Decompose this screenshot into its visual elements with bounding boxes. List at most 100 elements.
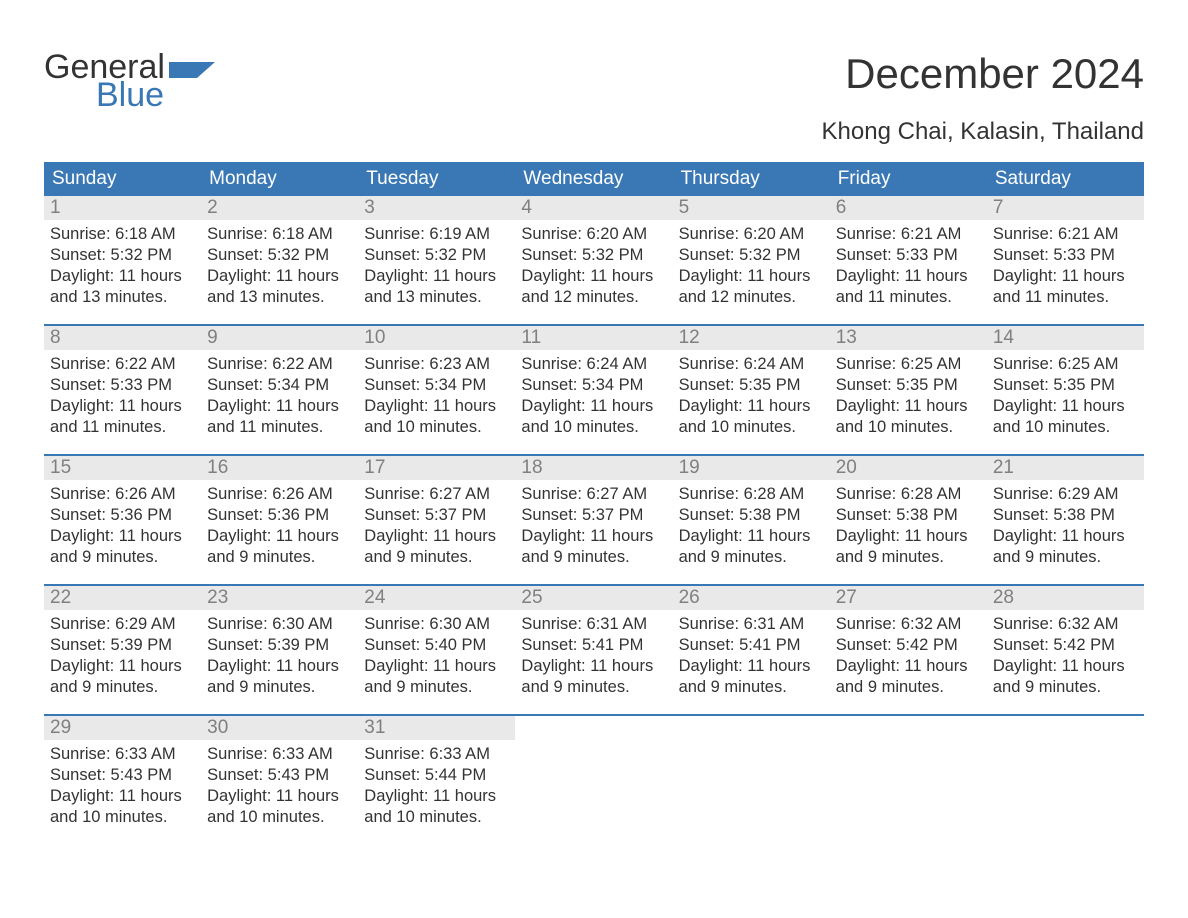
sunrise-line: Sunrise: 6:28 AM xyxy=(679,484,824,505)
day-number: 31 xyxy=(358,716,515,740)
day-number: 25 xyxy=(515,586,672,610)
day-details: Sunrise: 6:25 AMSunset: 5:35 PMDaylight:… xyxy=(987,350,1144,448)
calendar-week: 29Sunrise: 6:33 AMSunset: 5:43 PMDayligh… xyxy=(44,714,1144,844)
day-number xyxy=(515,716,672,718)
dow-saturday: Saturday xyxy=(987,162,1144,196)
sunset-line: Sunset: 5:34 PM xyxy=(364,375,509,396)
sunset-line: Sunset: 5:41 PM xyxy=(521,635,666,656)
sunset-line: Sunset: 5:35 PM xyxy=(993,375,1138,396)
daylight-line-1: Daylight: 11 hours xyxy=(836,396,981,417)
day-details: Sunrise: 6:33 AMSunset: 5:43 PMDaylight:… xyxy=(44,740,201,838)
sunrise-line: Sunrise: 6:22 AM xyxy=(207,354,352,375)
daylight-line-2: and 10 minutes. xyxy=(993,417,1138,438)
sunset-line: Sunset: 5:32 PM xyxy=(679,245,824,266)
sunset-line: Sunset: 5:38 PM xyxy=(993,505,1138,526)
calendar-day: 24Sunrise: 6:30 AMSunset: 5:40 PMDayligh… xyxy=(358,586,515,714)
sunset-line: Sunset: 5:38 PM xyxy=(836,505,981,526)
daylight-line-2: and 9 minutes. xyxy=(836,547,981,568)
sunset-line: Sunset: 5:39 PM xyxy=(50,635,195,656)
day-details: Sunrise: 6:18 AMSunset: 5:32 PMDaylight:… xyxy=(201,220,358,318)
sunset-line: Sunset: 5:42 PM xyxy=(993,635,1138,656)
calendar-day: 25Sunrise: 6:31 AMSunset: 5:41 PMDayligh… xyxy=(515,586,672,714)
sunset-line: Sunset: 5:37 PM xyxy=(521,505,666,526)
calendar-week: 22Sunrise: 6:29 AMSunset: 5:39 PMDayligh… xyxy=(44,584,1144,714)
calendar-day: 14Sunrise: 6:25 AMSunset: 5:35 PMDayligh… xyxy=(987,326,1144,454)
page-subtitle: Khong Chai, Kalasin, Thailand xyxy=(44,118,1144,146)
sunrise-line: Sunrise: 6:21 AM xyxy=(993,224,1138,245)
daylight-line-1: Daylight: 11 hours xyxy=(679,396,824,417)
daylight-line-1: Daylight: 11 hours xyxy=(993,266,1138,287)
calendar-day xyxy=(987,716,1144,844)
day-number: 7 xyxy=(987,196,1144,220)
daylight-line-1: Daylight: 11 hours xyxy=(50,656,195,677)
day-number: 12 xyxy=(673,326,830,350)
day-number: 9 xyxy=(201,326,358,350)
calendar-day: 26Sunrise: 6:31 AMSunset: 5:41 PMDayligh… xyxy=(673,586,830,714)
day-number: 19 xyxy=(673,456,830,480)
daylight-line-2: and 11 minutes. xyxy=(993,287,1138,308)
sunset-line: Sunset: 5:35 PM xyxy=(836,375,981,396)
days-of-week-header: Sunday Monday Tuesday Wednesday Thursday… xyxy=(44,162,1144,196)
calendar-day: 9Sunrise: 6:22 AMSunset: 5:34 PMDaylight… xyxy=(201,326,358,454)
calendar-day: 29Sunrise: 6:33 AMSunset: 5:43 PMDayligh… xyxy=(44,716,201,844)
calendar-week: 1Sunrise: 6:18 AMSunset: 5:32 PMDaylight… xyxy=(44,196,1144,324)
day-number xyxy=(987,716,1144,718)
calendar-day: 4Sunrise: 6:20 AMSunset: 5:32 PMDaylight… xyxy=(515,196,672,324)
sunrise-line: Sunrise: 6:33 AM xyxy=(207,744,352,765)
sunrise-line: Sunrise: 6:31 AM xyxy=(521,614,666,635)
calendar-day: 31Sunrise: 6:33 AMSunset: 5:44 PMDayligh… xyxy=(358,716,515,844)
daylight-line-2: and 9 minutes. xyxy=(836,677,981,698)
daylight-line-1: Daylight: 11 hours xyxy=(364,656,509,677)
day-details: Sunrise: 6:31 AMSunset: 5:41 PMDaylight:… xyxy=(515,610,672,708)
day-number: 14 xyxy=(987,326,1144,350)
daylight-line-2: and 13 minutes. xyxy=(50,287,195,308)
sunrise-line: Sunrise: 6:29 AM xyxy=(993,484,1138,505)
daylight-line-1: Daylight: 11 hours xyxy=(364,266,509,287)
day-details: Sunrise: 6:25 AMSunset: 5:35 PMDaylight:… xyxy=(830,350,987,448)
sunrise-line: Sunrise: 6:33 AM xyxy=(364,744,509,765)
dow-sunday: Sunday xyxy=(44,162,201,196)
calendar-day: 16Sunrise: 6:26 AMSunset: 5:36 PMDayligh… xyxy=(201,456,358,584)
sunrise-line: Sunrise: 6:32 AM xyxy=(836,614,981,635)
sunrise-line: Sunrise: 6:27 AM xyxy=(364,484,509,505)
sunset-line: Sunset: 5:42 PM xyxy=(836,635,981,656)
dow-thursday: Thursday xyxy=(673,162,830,196)
daylight-line-1: Daylight: 11 hours xyxy=(207,266,352,287)
sunrise-line: Sunrise: 6:26 AM xyxy=(207,484,352,505)
day-number: 6 xyxy=(830,196,987,220)
calendar-day: 28Sunrise: 6:32 AMSunset: 5:42 PMDayligh… xyxy=(987,586,1144,714)
daylight-line-2: and 10 minutes. xyxy=(679,417,824,438)
sunset-line: Sunset: 5:32 PM xyxy=(364,245,509,266)
daylight-line-2: and 9 minutes. xyxy=(993,547,1138,568)
daylight-line-1: Daylight: 11 hours xyxy=(364,786,509,807)
daylight-line-1: Daylight: 11 hours xyxy=(679,656,824,677)
daylight-line-1: Daylight: 11 hours xyxy=(521,266,666,287)
daylight-line-1: Daylight: 11 hours xyxy=(521,526,666,547)
daylight-line-2: and 10 minutes. xyxy=(364,807,509,828)
sunrise-line: Sunrise: 6:29 AM xyxy=(50,614,195,635)
daylight-line-1: Daylight: 11 hours xyxy=(679,526,824,547)
calendar-day xyxy=(830,716,987,844)
calendar-day: 27Sunrise: 6:32 AMSunset: 5:42 PMDayligh… xyxy=(830,586,987,714)
day-number: 18 xyxy=(515,456,672,480)
day-number: 26 xyxy=(673,586,830,610)
day-number: 29 xyxy=(44,716,201,740)
day-details: Sunrise: 6:32 AMSunset: 5:42 PMDaylight:… xyxy=(830,610,987,708)
daylight-line-2: and 13 minutes. xyxy=(207,287,352,308)
dow-monday: Monday xyxy=(201,162,358,196)
calendar-day: 8Sunrise: 6:22 AMSunset: 5:33 PMDaylight… xyxy=(44,326,201,454)
daylight-line-2: and 10 minutes. xyxy=(521,417,666,438)
sunrise-line: Sunrise: 6:31 AM xyxy=(679,614,824,635)
calendar-day: 6Sunrise: 6:21 AMSunset: 5:33 PMDaylight… xyxy=(830,196,987,324)
sunrise-line: Sunrise: 6:21 AM xyxy=(836,224,981,245)
daylight-line-1: Daylight: 11 hours xyxy=(207,786,352,807)
calendar-day: 12Sunrise: 6:24 AMSunset: 5:35 PMDayligh… xyxy=(673,326,830,454)
daylight-line-2: and 9 minutes. xyxy=(521,547,666,568)
daylight-line-1: Daylight: 11 hours xyxy=(50,526,195,547)
day-number: 27 xyxy=(830,586,987,610)
daylight-line-2: and 13 minutes. xyxy=(364,287,509,308)
daylight-line-2: and 12 minutes. xyxy=(521,287,666,308)
calendar-day: 15Sunrise: 6:26 AMSunset: 5:36 PMDayligh… xyxy=(44,456,201,584)
day-details: Sunrise: 6:33 AMSunset: 5:44 PMDaylight:… xyxy=(358,740,515,838)
calendar-day: 23Sunrise: 6:30 AMSunset: 5:39 PMDayligh… xyxy=(201,586,358,714)
